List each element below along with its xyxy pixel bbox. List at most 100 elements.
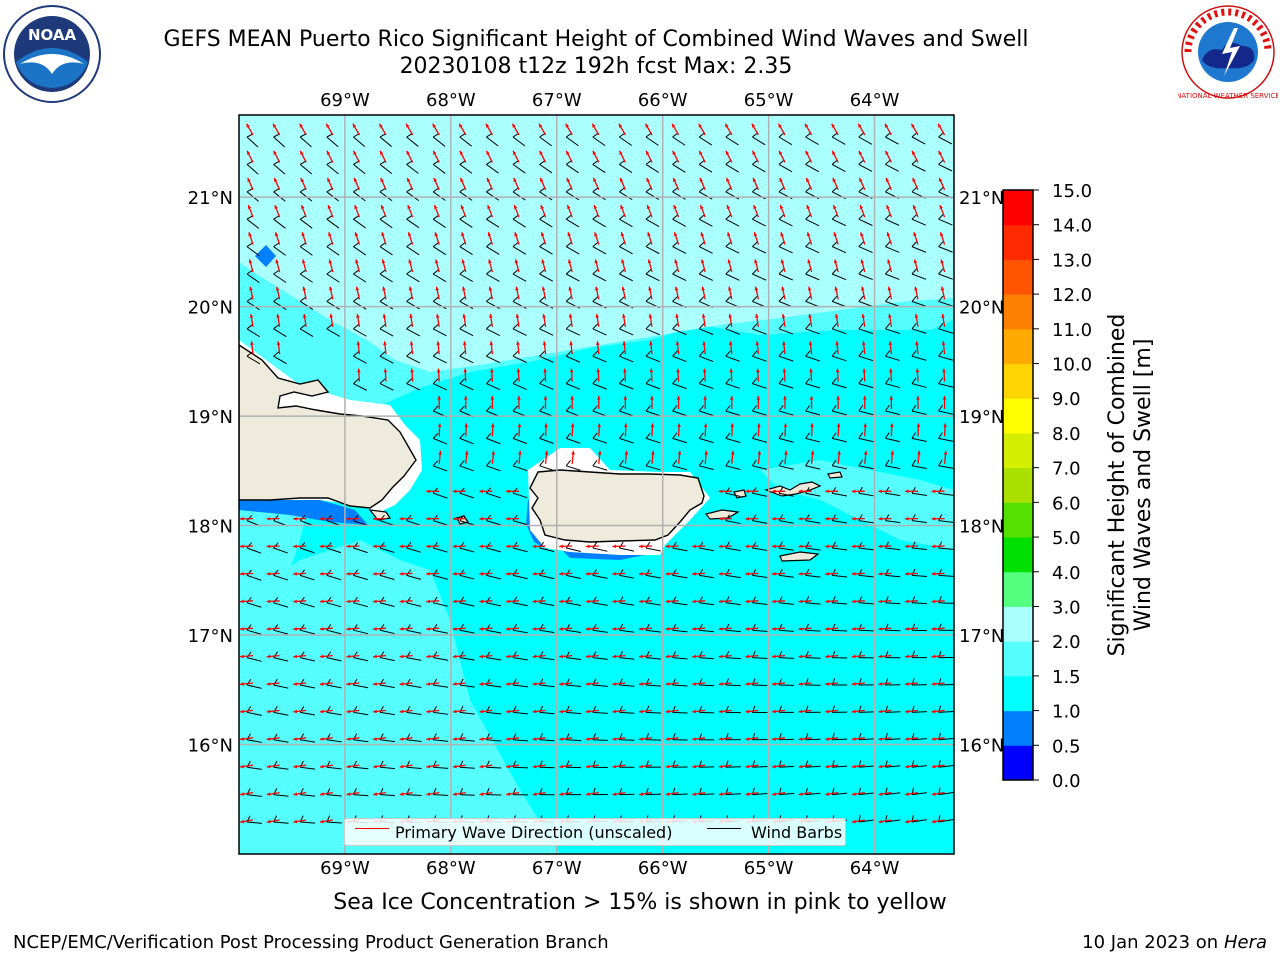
vector-cell <box>752 395 767 416</box>
vector-cell <box>858 150 873 172</box>
wave-arrow-head <box>779 205 784 210</box>
wave-arrow-head <box>543 368 547 373</box>
vector-cell <box>512 150 526 174</box>
wave-arrow-head <box>745 764 750 769</box>
wind-barb <box>778 602 794 605</box>
wind-barb-feather <box>725 405 731 412</box>
wind-barb-feather <box>938 213 944 220</box>
wave-arrow-head <box>806 232 811 237</box>
wind-barb <box>246 574 262 581</box>
wave-arrow-head <box>486 177 491 182</box>
wind-barb <box>246 684 262 689</box>
wave-arrow-head <box>542 341 547 346</box>
wind-barb <box>459 246 473 255</box>
wave-arrow-head <box>612 627 617 631</box>
wind-barb <box>832 273 847 281</box>
wind-barb-feather <box>512 514 518 521</box>
vector-cell <box>532 705 555 715</box>
wind-barb-feather <box>592 405 598 412</box>
vector-cell <box>585 623 608 633</box>
vector-cell <box>725 423 741 443</box>
lat-tick-label: 21°N <box>188 188 233 209</box>
vector-cell <box>539 313 554 336</box>
vector-cell <box>692 541 715 552</box>
wind-barb <box>433 766 449 769</box>
wind-barb <box>938 574 954 577</box>
wave-arrow-head <box>380 205 385 210</box>
wind-barb-feather <box>751 487 757 494</box>
wind-barb <box>326 657 342 662</box>
vector-cell <box>878 514 901 524</box>
wind-barb <box>406 547 422 553</box>
vector-cell <box>486 423 501 445</box>
vector-cell <box>458 123 472 147</box>
wave-arrow-head <box>798 654 803 659</box>
vector-cell <box>772 760 795 769</box>
footer-credit: NCEP/EMC/Verification Post Processing Pr… <box>13 932 609 953</box>
wind-barb <box>938 819 954 823</box>
wave-arrow-head <box>725 150 730 155</box>
wind-barb-feather <box>752 214 758 220</box>
wind-barb-feather <box>831 459 837 467</box>
wave-arrow-head <box>889 396 894 400</box>
wind-barb <box>246 164 259 175</box>
wind-barb-feather <box>379 378 386 384</box>
wind-barb-feather <box>778 487 784 494</box>
colorbar-tick-label: 6.0 <box>1052 493 1081 514</box>
vector-cell <box>399 542 422 553</box>
wave-arrow-head <box>674 286 679 291</box>
vector-cell <box>725 313 740 335</box>
wind-barb <box>459 191 473 201</box>
wind-barb <box>539 684 555 688</box>
wind-barb <box>885 328 900 334</box>
wind-barb-feather <box>751 541 757 549</box>
wind-barb <box>433 711 449 715</box>
vector-cell <box>565 177 580 201</box>
wind-barb <box>326 821 342 824</box>
wave-arrow-head <box>835 341 839 346</box>
wind-barb <box>805 657 821 659</box>
wind-barb-feather <box>512 596 518 604</box>
wave-arrow-head <box>878 572 883 576</box>
vector-cell <box>459 450 475 472</box>
wind-barb-feather <box>831 541 836 549</box>
wave-arrow-head <box>692 737 697 741</box>
wave-arrow-head <box>730 423 735 428</box>
wind-barb <box>432 218 446 229</box>
wave-arrow-head <box>718 682 723 686</box>
wind-barb-feather <box>459 214 466 220</box>
wave-arrow-head <box>718 517 723 521</box>
wave-arrow-head <box>381 232 385 237</box>
wind-barb-feather <box>353 378 359 384</box>
wind-barb <box>938 520 954 523</box>
wave-arrow-head <box>240 819 244 824</box>
wind-barb <box>911 246 927 253</box>
wind-barb-feather <box>778 295 785 302</box>
vector-cell <box>938 313 954 334</box>
vector-cell <box>639 787 662 796</box>
wave-arrow-head <box>373 654 377 659</box>
vector-cell <box>585 569 608 579</box>
wind-barb <box>512 136 526 147</box>
vector-cell <box>777 123 793 146</box>
wind-barb-feather <box>379 596 385 604</box>
wind-barb <box>379 684 395 689</box>
wind-barb <box>566 602 582 606</box>
wave-arrow-head <box>647 259 652 264</box>
map-area <box>239 115 954 854</box>
vector-cell <box>672 368 687 390</box>
wind-barb <box>406 300 420 310</box>
vector-cell <box>246 204 260 229</box>
wind-barb <box>512 657 528 661</box>
wind-barb <box>512 492 528 499</box>
wave-arrow-head <box>942 396 947 400</box>
wave-arrow-head <box>585 599 590 604</box>
vector-cell <box>319 678 342 689</box>
vector-cell <box>373 706 395 716</box>
vector-cell <box>273 286 287 310</box>
vector-cell <box>911 341 927 361</box>
vector-cell <box>319 815 342 824</box>
vector-cell <box>931 678 954 686</box>
wave-arrow-head <box>346 764 351 769</box>
wind-barb <box>592 657 608 660</box>
